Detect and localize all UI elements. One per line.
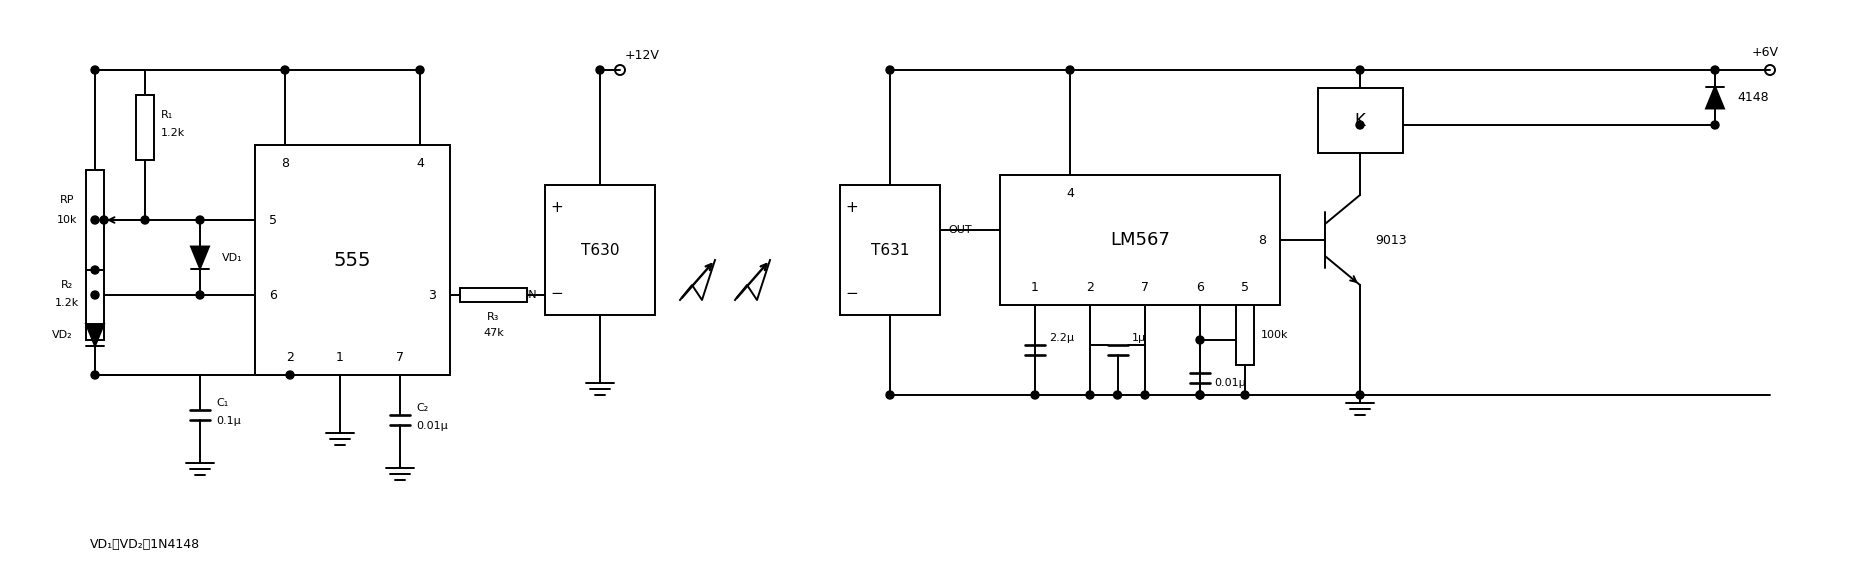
Text: C₁: C₁ [217,398,228,408]
Text: 1μ: 1μ [1132,333,1145,343]
Circle shape [100,216,107,224]
Text: 47k: 47k [484,328,504,338]
Circle shape [1195,391,1204,399]
Bar [839,185,939,315]
Text: 1.2k: 1.2k [161,128,185,138]
Polygon shape [191,246,209,268]
Circle shape [91,291,98,299]
Text: 4: 4 [1065,187,1075,199]
Text: 4: 4 [417,156,424,170]
Text: K: K [1355,112,1366,130]
Text: 3: 3 [428,289,435,302]
Text: 2: 2 [1086,281,1093,293]
Text: 7: 7 [397,350,404,364]
Circle shape [1065,66,1075,74]
Bar [1236,305,1254,365]
Text: +12V: +12V [624,48,660,62]
Text: IN: IN [526,290,537,300]
Circle shape [1114,391,1121,399]
Circle shape [417,66,424,74]
Circle shape [1242,391,1249,399]
Polygon shape [1707,87,1723,109]
Text: 0.1μ: 0.1μ [217,416,241,426]
Text: 1: 1 [335,350,345,364]
Circle shape [1356,121,1364,129]
Bar [545,185,654,315]
Text: +6V: +6V [1751,45,1779,59]
Text: 2.2μ: 2.2μ [1049,333,1075,343]
Bar [85,170,104,270]
Circle shape [1356,66,1364,74]
Circle shape [1141,391,1149,399]
Text: 10k: 10k [57,215,78,225]
Circle shape [91,66,98,74]
Text: R₂: R₂ [61,280,72,290]
Circle shape [886,66,893,74]
Polygon shape [85,324,104,346]
Text: +: + [845,199,858,214]
Circle shape [141,216,148,224]
Circle shape [1195,391,1204,399]
Text: 2: 2 [285,350,295,364]
Bar [135,95,154,160]
Bar [1317,88,1403,153]
Text: +: + [550,199,563,214]
Text: VD₂: VD₂ [52,330,72,340]
Text: 6: 6 [269,289,276,302]
Circle shape [1710,66,1720,74]
Text: 8: 8 [282,156,289,170]
Text: 5: 5 [269,213,276,227]
Text: 9013: 9013 [1375,234,1406,246]
Text: R₁: R₁ [161,110,172,120]
Circle shape [1030,391,1040,399]
Text: 1: 1 [1030,281,1040,293]
Text: −: − [550,285,563,300]
Circle shape [285,371,295,379]
Text: 100k: 100k [1262,330,1288,340]
Text: −: − [845,285,858,300]
Text: T631: T631 [871,242,910,257]
Circle shape [1356,391,1364,399]
Text: LM567: LM567 [1110,231,1169,249]
Text: 6: 6 [1195,281,1204,293]
Bar [256,145,450,375]
Circle shape [91,266,98,274]
Text: 5: 5 [1242,281,1249,293]
Circle shape [196,216,204,224]
Text: T630: T630 [580,242,619,257]
Circle shape [597,66,604,74]
Circle shape [91,371,98,379]
Text: 1.2k: 1.2k [56,298,80,308]
Circle shape [1195,336,1204,344]
Circle shape [91,216,98,224]
Text: VD₁、VD₂：1N4148: VD₁、VD₂：1N4148 [91,539,200,551]
Text: R₃: R₃ [487,312,500,322]
Bar [85,270,104,340]
Text: 0.01μ: 0.01μ [417,421,448,431]
Circle shape [282,66,289,74]
Circle shape [1086,391,1093,399]
Text: 555: 555 [334,250,371,270]
Text: VD₁: VD₁ [222,253,243,263]
Text: C₂: C₂ [417,403,428,413]
Text: 4148: 4148 [1736,91,1768,104]
Bar [1001,175,1280,305]
Bar [460,288,526,302]
Circle shape [886,391,893,399]
Circle shape [1710,121,1720,129]
Text: OUT: OUT [949,225,971,235]
Circle shape [196,291,204,299]
Text: 0.01μ: 0.01μ [1214,378,1245,388]
Text: RP: RP [59,195,74,205]
Text: 7: 7 [1141,281,1149,293]
Text: 8: 8 [1258,234,1266,246]
